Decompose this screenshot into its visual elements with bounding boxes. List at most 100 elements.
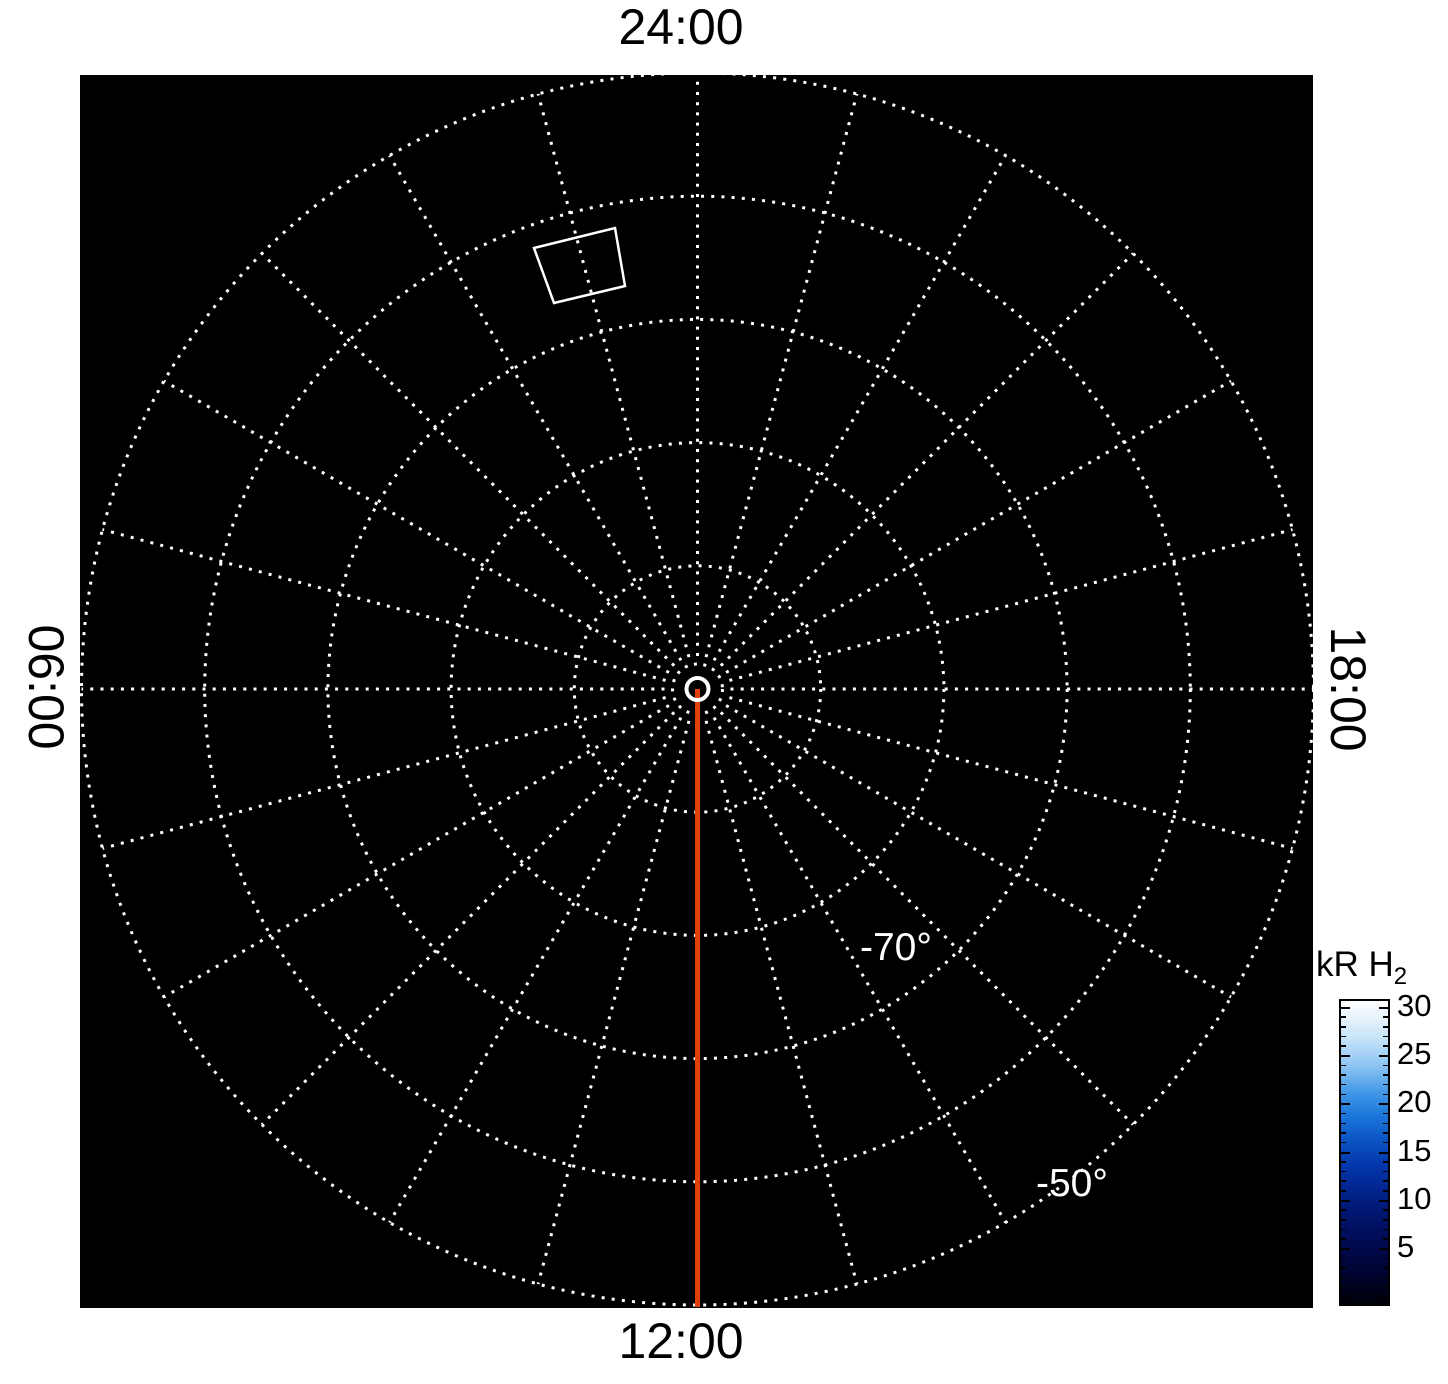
hour-spoke [704,93,859,658]
colorbar-minor-tick [1383,1132,1388,1134]
colorbar-minor-tick [1383,1112,1388,1115]
hour-spoke [712,716,1007,1224]
colorbar-minor-tick [1341,1170,1346,1173]
colorbar-minor-tick [1341,1209,1346,1211]
hour-spoke [728,696,1293,850]
colorbar-minor-tick [1383,1074,1388,1076]
hour-spoke [102,696,667,850]
colorbar-minor-tick [1383,1219,1388,1221]
colorbar-major-tick [1341,1199,1350,1202]
colorbar-minor-tick [1383,1276,1388,1279]
colorbar-bar [1339,999,1390,1306]
colorbar-minor-tick [1383,1228,1388,1231]
colorbar-minor-tick [1341,1093,1346,1096]
colorbar-major-tick [1379,1103,1388,1106]
colorbar-minor-tick [1383,1209,1388,1211]
colorbar-minor-tick [1383,1083,1388,1086]
colorbar-minor-tick [1383,1238,1388,1240]
latitude-label: -50° [1036,1162,1108,1205]
colorbar-minor-tick [1383,1170,1388,1173]
colorbar-minor-tick [1341,1161,1346,1163]
colorbar-major-tick [1379,1055,1388,1057]
colorbar-minor-tick [1383,1161,1388,1163]
colorbar-major-tick [1341,1006,1350,1009]
hour-label-1800: 18:00 [1320,626,1376,752]
polar-plot: -70° -50° [80,75,1313,1308]
colorbar-minor-tick [1341,1016,1346,1018]
pole-ring [684,676,711,702]
colorbar-major-tick [1379,1006,1388,1009]
colorbar-minor-tick [1383,1035,1388,1038]
colorbar-minor-tick [1383,1045,1388,1047]
colorbar-minor-tick [1341,1286,1346,1289]
colorbar-minor-tick [1341,1112,1346,1115]
colorbar-minor-tick [1341,1035,1346,1038]
hour-spoke [163,379,670,674]
colorbar-minor-tick [1341,1257,1346,1260]
colorbar-minor-tick [1383,1286,1388,1289]
colorbar-minor-tick [1341,1026,1346,1028]
colorbar-minor-tick [1341,1132,1346,1134]
hour-spoke [388,154,683,662]
hour-spoke [260,711,676,1126]
hour-spoke [536,720,691,1285]
colorbar-minor-tick [1383,1141,1388,1144]
colorbar-minor-tick [1341,1190,1346,1192]
colorbar-minor-tick [1383,1016,1388,1018]
colorbar-minor-tick [1341,1083,1346,1086]
colorbar-major-tick [1379,1296,1388,1299]
colorbar-major-tick [1341,1247,1350,1250]
hour-label-0600: 06:00 [18,624,74,750]
colorbar-minor-tick [1383,1190,1388,1192]
colorbar-major-tick [1379,1151,1388,1154]
hour-spoke [725,704,1232,999]
colorbar-title-text: kR H [1316,945,1394,984]
colorbar-major-tick [1341,1055,1350,1057]
colorbar-tick-label: 25 [1397,1036,1432,1071]
colorbar-minor-tick [1341,1045,1346,1047]
colorbar-minor-tick [1383,1267,1388,1269]
hour-spoke [102,528,667,682]
latitude-circle [572,564,823,814]
colorbar-minor-tick [1341,1228,1346,1231]
colorbar-minor-tick [1341,1238,1346,1240]
colorbar-tick-label: 15 [1397,1132,1432,1168]
polar-grid-svg: -70° -50° [80,75,1313,1307]
colorbar-tick-label: 5 [1397,1228,1415,1264]
colorbar-major-tick [1379,1247,1388,1250]
colorbar-tick-label: 20 [1397,1084,1432,1120]
colorbar-major-tick [1341,1103,1350,1106]
hour-spoke [728,528,1293,682]
colorbar-minor-tick [1383,1026,1388,1028]
colorbar-minor-tick [1341,1064,1346,1067]
colorbar-minor-tick [1341,1276,1346,1279]
colorbar-minor-tick [1341,1267,1346,1269]
colorbar-minor-tick [1383,1180,1388,1182]
colorbar-minor-tick [1341,1122,1346,1125]
hour-spoke [719,711,1135,1126]
colorbar-tick-label: 10 [1397,1180,1432,1216]
hour-label-1200: 12:00 [618,1313,744,1369]
fov-footprint [532,226,627,305]
colorbar-minor-tick [1383,1064,1388,1067]
colorbar-major-tick [1379,1199,1388,1202]
colorbar-minor-tick [1341,1219,1346,1221]
hour-label-2400: 24:00 [618,0,744,55]
hour-spoke [719,252,1135,667]
hour-spoke [388,716,683,1224]
colorbar-tick-label: 30 [1397,987,1432,1023]
colorbar-title: kR H2 [1316,945,1407,989]
hour-spoke [260,252,676,667]
hour-spoke [536,93,691,658]
colorbar-major-tick [1341,1151,1350,1154]
hour-spoke [163,704,670,999]
colorbar-minor-tick [1341,1180,1346,1182]
colorbar-minor-tick [1383,1093,1388,1096]
colorbar-minor-tick [1383,1257,1388,1260]
colorbar-title-subscript: 2 [1393,963,1408,990]
colorbar-major-tick [1341,1296,1350,1299]
latitude-label: -70° [860,926,932,969]
hour-spoke [712,154,1007,662]
hour-spoke [704,720,859,1285]
